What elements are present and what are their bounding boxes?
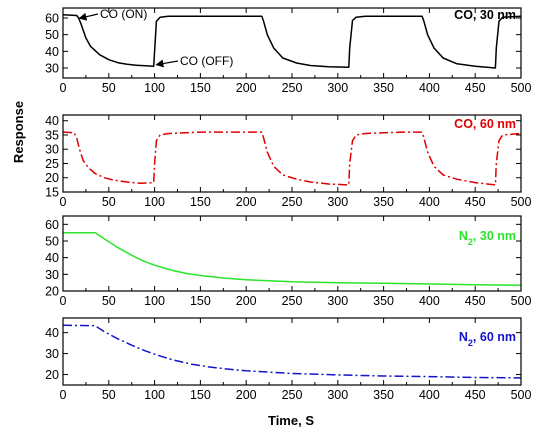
annotation-arrow	[156, 61, 178, 65]
x-tick-label: 300	[327, 81, 348, 95]
y-tick-label: 30	[45, 347, 59, 361]
x-tick-label: 150	[190, 294, 211, 308]
y-axis-title: Response	[11, 101, 26, 163]
x-tick-label: 350	[373, 294, 394, 308]
x-tick-label: 500	[511, 388, 532, 402]
x-tick-label: 150	[190, 81, 211, 95]
x-tick-label: 150	[190, 388, 211, 402]
y-tick-label: 60	[45, 218, 59, 232]
y-tick-label: 25	[45, 157, 59, 171]
x-tick-label: 300	[327, 195, 348, 209]
y-tick-label: 15	[45, 186, 59, 200]
x-tick-label: 0	[60, 294, 67, 308]
plot-frame	[63, 318, 521, 385]
x-tick-label: 350	[373, 195, 394, 209]
x-tick-label: 50	[102, 294, 116, 308]
x-tick-label: 250	[282, 294, 303, 308]
x-tick-label: 200	[236, 81, 257, 95]
panel-2: 0 50 100 150 200 250 300 350 400 450 500 1520253035…	[45, 114, 531, 209]
panel-label: N2, 30 nm	[459, 229, 516, 247]
x-tick-label: 350	[373, 388, 394, 402]
panel-1: 0 50 100 150 200 250 300 350 400 450 500 30 40 50 60 CO…	[45, 7, 531, 95]
x-tick-label: 300	[327, 294, 348, 308]
x-tick-label: 150	[190, 195, 211, 209]
y-tick-label: 20	[45, 285, 59, 299]
x-tick-label: 0	[60, 195, 67, 209]
x-axis-title: Time, S	[268, 413, 314, 428]
series-line	[63, 132, 521, 185]
x-tick-label: 500	[511, 195, 532, 209]
plot-frame	[63, 115, 521, 192]
x-tick-label: 500	[511, 81, 532, 95]
y-tick-label: 40	[45, 114, 59, 128]
annotation-label: CO (OFF)	[180, 54, 233, 68]
x-tick-label: 100	[144, 81, 165, 95]
y-tick-label: 40	[45, 251, 59, 265]
y-tick-label: 20	[45, 368, 59, 382]
x-tick-label: 450	[465, 294, 486, 308]
panel-label: CO, 60 nm	[454, 117, 516, 131]
x-tick-label: 0	[60, 81, 67, 95]
x-tick-label: 50	[102, 81, 116, 95]
x-tick-label: 50	[102, 388, 116, 402]
x-tick-label: 450	[465, 388, 486, 402]
x-tick-label: 50	[102, 195, 116, 209]
x-tick-label: 200	[236, 294, 257, 308]
series-line	[63, 325, 521, 378]
panel-label: N2, 60 nm	[459, 330, 516, 348]
x-tick-label: 400	[419, 195, 440, 209]
x-tick-label: 450	[465, 81, 486, 95]
y-tick-label: 30	[45, 62, 59, 76]
y-tick-label: 40	[45, 45, 59, 59]
x-tick-label: 300	[327, 388, 348, 402]
y-tick-label: 35	[45, 128, 59, 142]
y-tick-label: 30	[45, 268, 59, 282]
x-tick-label: 200	[236, 388, 257, 402]
panel-label: CO, 30 nm	[454, 8, 516, 22]
y-tick-label: 20	[45, 171, 59, 185]
x-tick-label: 100	[144, 195, 165, 209]
annotation-label: CO (ON)	[100, 7, 147, 21]
x-tick-label: 400	[419, 81, 440, 95]
x-tick-label: 100	[144, 388, 165, 402]
series-line	[63, 15, 521, 68]
x-tick-label: 250	[282, 81, 303, 95]
y-tick-label: 50	[45, 28, 59, 42]
panel-4: 0 50 100 150 200 250 300 350 400 450 500 20 30 40 N2, …	[45, 318, 531, 402]
x-tick-label: 450	[465, 195, 486, 209]
y-tick-label: 30	[45, 143, 59, 157]
x-tick-label: 250	[282, 388, 303, 402]
x-tick-label: 0	[60, 388, 67, 402]
x-tick-label: 250	[282, 195, 303, 209]
annotation-arrow	[79, 14, 98, 18]
x-tick-label: 500	[511, 294, 532, 308]
series-line	[63, 233, 521, 286]
x-tick-label: 400	[419, 388, 440, 402]
plot-frame	[63, 216, 521, 291]
x-tick-label: 350	[373, 81, 394, 95]
y-tick-label: 60	[45, 12, 59, 26]
y-tick-label: 40	[45, 326, 59, 340]
x-tick-label: 100	[144, 294, 165, 308]
y-tick-label: 50	[45, 235, 59, 249]
x-tick-label: 200	[236, 195, 257, 209]
x-tick-label: 400	[419, 294, 440, 308]
panel-3: 0 50 100 150 200 250 300 350 400 450 500 20 30 40 50 60…	[45, 216, 531, 308]
